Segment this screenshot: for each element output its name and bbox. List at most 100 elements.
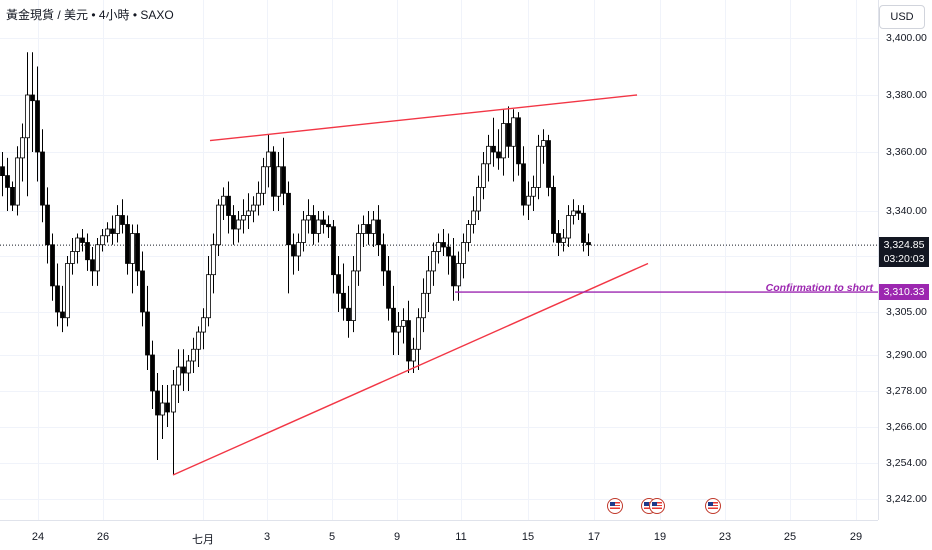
- candle-body: [431, 251, 436, 272]
- time-tick-label: 24: [31, 531, 45, 543]
- candle: [80, 229, 85, 252]
- price-tick-label: 3,380.00: [886, 89, 927, 101]
- candle-body: [165, 402, 170, 413]
- price-tick-label: 3,340.00: [886, 205, 927, 217]
- candle-body: [201, 317, 206, 333]
- candle-body: [125, 224, 130, 264]
- candle: [281, 137, 286, 206]
- candle-body: [576, 210, 581, 214]
- candle-body: [506, 123, 511, 147]
- candle-body: [501, 123, 506, 159]
- candle-body: [561, 237, 566, 243]
- candle: [406, 300, 411, 373]
- time-tick-label: 9: [393, 531, 401, 543]
- candle: [361, 215, 366, 247]
- candle: [546, 134, 551, 197]
- candle-body: [176, 366, 181, 386]
- candle-body: [521, 163, 526, 206]
- candle-body: [466, 224, 471, 243]
- candle-body: [35, 100, 40, 153]
- candle-body: [130, 233, 135, 264]
- candle-body: [346, 307, 351, 321]
- candle-body: [341, 292, 346, 309]
- candle: [160, 385, 165, 439]
- candle-body: [271, 151, 276, 197]
- candle: [311, 205, 316, 245]
- candle-body: [426, 270, 431, 294]
- candle: [421, 278, 426, 333]
- candle-body: [85, 242, 90, 261]
- candle: [95, 238, 100, 286]
- time-tick-label: 5: [328, 531, 336, 543]
- candle: [446, 233, 451, 275]
- currency-button[interactable]: USD: [879, 5, 925, 29]
- candle-body: [326, 224, 331, 228]
- candle: [526, 181, 531, 220]
- candle: [571, 199, 576, 225]
- candle-body: [481, 163, 486, 188]
- candle-body: [186, 360, 191, 374]
- candle-body: [90, 259, 95, 272]
- candle-body: [216, 204, 221, 246]
- candle: [371, 211, 376, 247]
- candle-body: [486, 145, 491, 165]
- candle: [15, 146, 20, 216]
- candle: [176, 349, 181, 403]
- candle: [145, 285, 150, 370]
- candle-body: [446, 246, 451, 257]
- candle: [306, 199, 311, 234]
- lower-trendline[interactable]: [172, 262, 649, 476]
- candle: [506, 106, 511, 158]
- candle-body: [251, 204, 256, 212]
- candle-body: [536, 145, 541, 188]
- drawings[interactable]: [172, 94, 878, 476]
- candle-body: [551, 186, 556, 234]
- candle: [516, 112, 521, 176]
- candle-body: [50, 244, 55, 287]
- candle-body: [411, 348, 416, 362]
- candle-body: [421, 292, 426, 319]
- candle-body: [25, 94, 30, 139]
- candle-body: [381, 244, 386, 272]
- candle: [216, 199, 221, 256]
- candle-body: [160, 402, 165, 416]
- candle-body: [556, 233, 561, 243]
- us-flag-icon[interactable]: [705, 498, 721, 514]
- candle-body: [301, 219, 306, 243]
- candle-body: [291, 244, 296, 257]
- candle-body: [476, 186, 481, 212]
- candle-body: [65, 263, 70, 319]
- candle: [5, 157, 10, 211]
- candle: [456, 251, 461, 301]
- candle: [566, 205, 571, 247]
- candle: [481, 152, 486, 200]
- candle-body: [80, 237, 85, 243]
- candle: [236, 211, 241, 243]
- candle: [331, 220, 336, 294]
- candle-body: [361, 224, 366, 234]
- symbol-title[interactable]: 黃金現貨 / 美元 • 4小時 • SAXO: [6, 8, 174, 22]
- candle: [186, 355, 191, 391]
- candle-body: [20, 137, 25, 159]
- candle: [341, 263, 346, 321]
- candle: [271, 146, 276, 211]
- candle: [70, 238, 75, 275]
- confirmation-annotation[interactable]: Confirmation to short: [765, 282, 873, 294]
- upper-trendline[interactable]: [209, 94, 638, 142]
- candle-body: [60, 311, 65, 319]
- candle-body: [191, 348, 196, 362]
- candle-body: [246, 210, 251, 216]
- candle-body: [70, 251, 75, 264]
- candle: [130, 224, 135, 294]
- candle: [431, 242, 436, 286]
- time-tick-label: 23: [718, 531, 732, 543]
- us-flag-icon[interactable]: [607, 498, 623, 514]
- candle-body: [471, 210, 476, 225]
- candle-body: [491, 145, 496, 153]
- candle: [536, 134, 541, 200]
- candle: [35, 66, 40, 182]
- us-flag-icon[interactable]: [649, 498, 665, 514]
- candle: [441, 229, 446, 256]
- candle: [251, 196, 256, 223]
